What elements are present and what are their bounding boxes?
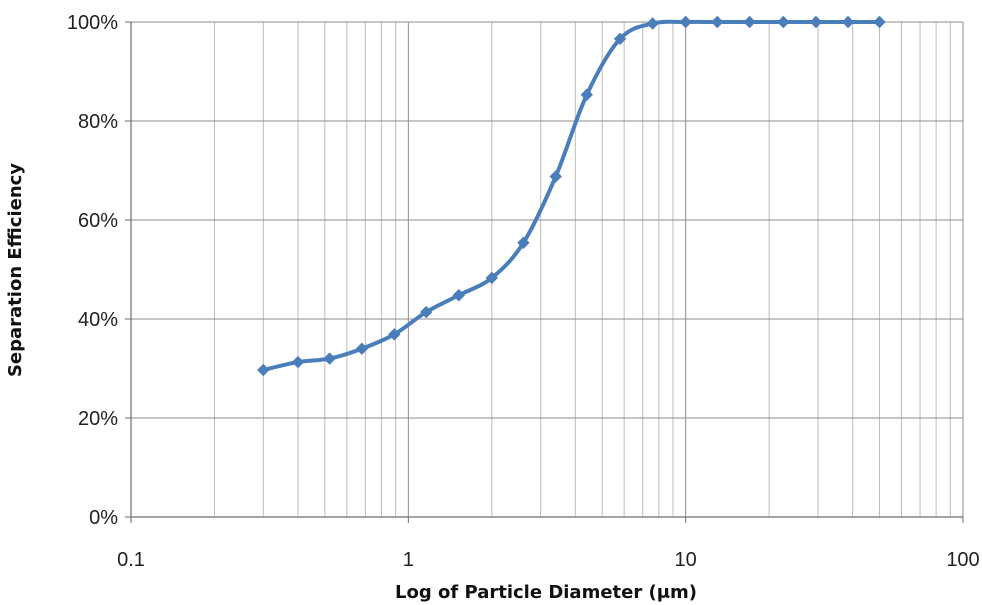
data-point-marker [777, 15, 790, 29]
data-point-marker [743, 15, 756, 29]
data-point-marker [873, 15, 886, 29]
plot-area [131, 22, 963, 517]
data-point-marker [452, 289, 465, 302]
series-group [257, 15, 886, 377]
data-point-marker [613, 32, 627, 46]
x-tick-label: 10 [675, 549, 697, 571]
data-point-marker [646, 17, 659, 30]
tick-labels: 0.1 1 10 100 0% 20% 40% 60% 80% 100% [67, 12, 980, 571]
x-tick-label: 0.1 [117, 549, 145, 571]
data-point-marker [809, 15, 823, 29]
data-point-marker [257, 363, 270, 377]
axes [125, 21, 964, 523]
y-tick-label: 60% [78, 210, 118, 232]
data-point-marker [291, 355, 305, 369]
y-axis-title: Separation Efficiency [5, 163, 26, 377]
data-point-marker [420, 305, 433, 319]
x-tick-label: 100 [946, 549, 979, 571]
data-point-marker [549, 170, 562, 183]
y-tick-label: 0% [89, 507, 118, 529]
plot-frame [131, 22, 963, 517]
data-point-marker [711, 15, 724, 29]
data-point-marker [485, 271, 499, 285]
data-point-marker [517, 236, 530, 249]
y-tick-label: 80% [78, 111, 118, 133]
x-tick-label: 1 [403, 549, 414, 571]
x-axis-title: Log of Particle Diameter (μm) [395, 582, 697, 603]
y-tick-label: 20% [78, 408, 118, 430]
data-point-marker [323, 352, 336, 365]
data-point-marker [679, 15, 692, 29]
data-point-marker [388, 328, 401, 341]
y-tick-label: 40% [78, 309, 118, 331]
data-point-marker [580, 88, 593, 101]
data-point-marker [841, 15, 855, 29]
y-tick-label: 100% [67, 12, 118, 34]
data-point-marker [355, 342, 369, 355]
